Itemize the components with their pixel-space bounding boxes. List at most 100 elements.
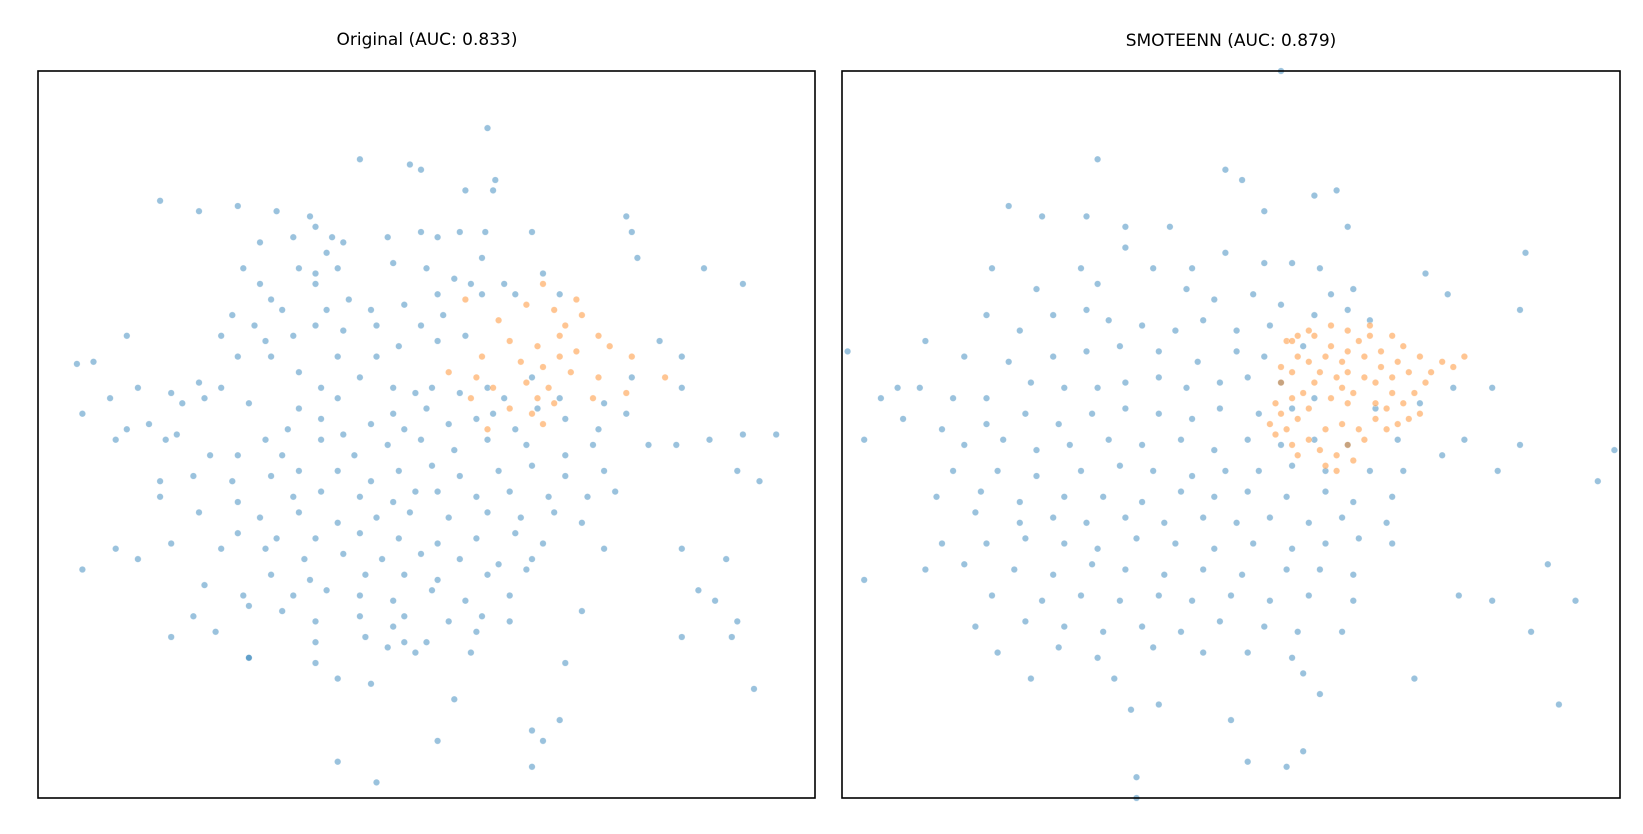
majority-point [472, 628, 481, 636]
majority-point [1099, 493, 1107, 501]
majority-point [1005, 202, 1013, 210]
majority-point [1299, 669, 1307, 678]
majority-point [189, 612, 197, 620]
majority-point [1216, 617, 1224, 626]
majority-point [1282, 493, 1291, 501]
minority-point [1316, 368, 1324, 376]
majority-point [1244, 373, 1252, 382]
majority-point [1121, 404, 1129, 413]
majority-point [478, 612, 486, 620]
majority-point [1060, 493, 1068, 501]
minority-point [1344, 441, 1352, 449]
majority-point [1077, 591, 1085, 600]
majority-point [622, 410, 630, 418]
majority-point [561, 472, 569, 480]
minority-point [1449, 363, 1457, 371]
minority-point [1294, 353, 1302, 361]
majority-point [261, 436, 270, 444]
majority-point [550, 508, 558, 517]
majority-point [1227, 716, 1235, 724]
majority-point [372, 778, 381, 787]
majority-point [1060, 539, 1068, 548]
majority-point [722, 555, 730, 563]
majority-point [1177, 628, 1185, 636]
majority-point [1199, 513, 1207, 522]
majority-point [323, 249, 331, 257]
minority-point [1377, 347, 1385, 356]
majority-point [323, 306, 331, 314]
majority-point [739, 280, 747, 288]
majority-point [1132, 773, 1141, 781]
majority-point [384, 643, 392, 652]
majority-point [134, 384, 142, 392]
majority-point [311, 534, 320, 543]
majority-point [1366, 467, 1374, 475]
minority-point [1388, 389, 1396, 397]
majority-point [982, 539, 991, 548]
majority-point [339, 327, 347, 335]
majority-point [1488, 384, 1496, 392]
majority-point [156, 477, 164, 485]
majority-point [594, 425, 603, 433]
minority-point [1327, 321, 1335, 330]
majority-point [400, 638, 408, 646]
majority-point [478, 290, 486, 298]
majority-point [323, 586, 331, 594]
majority-point [1232, 347, 1241, 356]
majority-point [1077, 467, 1085, 475]
majority-point [1049, 311, 1057, 319]
majority-point [334, 674, 342, 683]
majority-point [938, 539, 946, 548]
majority-point [411, 389, 420, 397]
minority-point [1355, 425, 1363, 433]
majority-point [1327, 290, 1335, 298]
majority-point [1238, 571, 1246, 579]
majority-point [500, 394, 508, 402]
minority-point [1438, 358, 1446, 366]
majority-point [993, 467, 1002, 475]
majority-point [456, 228, 464, 236]
minority-point [1416, 410, 1424, 418]
majority-point [556, 716, 564, 724]
majority-point [1116, 342, 1124, 350]
majority-point [234, 451, 242, 459]
majority-point [1082, 519, 1091, 527]
majority-point [1266, 513, 1274, 522]
majority-point [1232, 519, 1241, 527]
majority-point [411, 648, 420, 657]
minority-point [1277, 379, 1285, 387]
majority-point [445, 420, 453, 428]
majority-point [1282, 763, 1291, 771]
majority-point [311, 617, 320, 626]
majority-point [345, 295, 353, 304]
majority-point [239, 264, 247, 272]
majority-point [228, 311, 236, 319]
majority-point [772, 430, 780, 439]
majority-point [1516, 441, 1524, 449]
minority-point [1332, 467, 1341, 475]
minority-point [544, 384, 553, 392]
majority-point [1082, 306, 1091, 314]
majority-point [999, 436, 1007, 444]
majority-point [450, 446, 458, 454]
majority-point [977, 488, 985, 496]
majority-point [1260, 207, 1268, 215]
minority-point [1327, 342, 1335, 350]
minority-point [589, 394, 597, 402]
majority-point [306, 212, 314, 220]
majority-point [561, 415, 569, 423]
majority-point [1093, 545, 1102, 553]
majority-point [245, 654, 253, 662]
majority-point [73, 360, 81, 368]
majority-point [1349, 285, 1357, 293]
majority-point [434, 290, 442, 298]
majority-point [1155, 410, 1163, 418]
majority-point [450, 695, 458, 703]
majority-point [1093, 280, 1102, 288]
majority-point [167, 539, 175, 548]
minority-point [1321, 353, 1330, 361]
majority-point [417, 228, 425, 236]
majority-point [439, 311, 447, 319]
majority-point [495, 467, 503, 475]
majority-point [1116, 462, 1124, 470]
